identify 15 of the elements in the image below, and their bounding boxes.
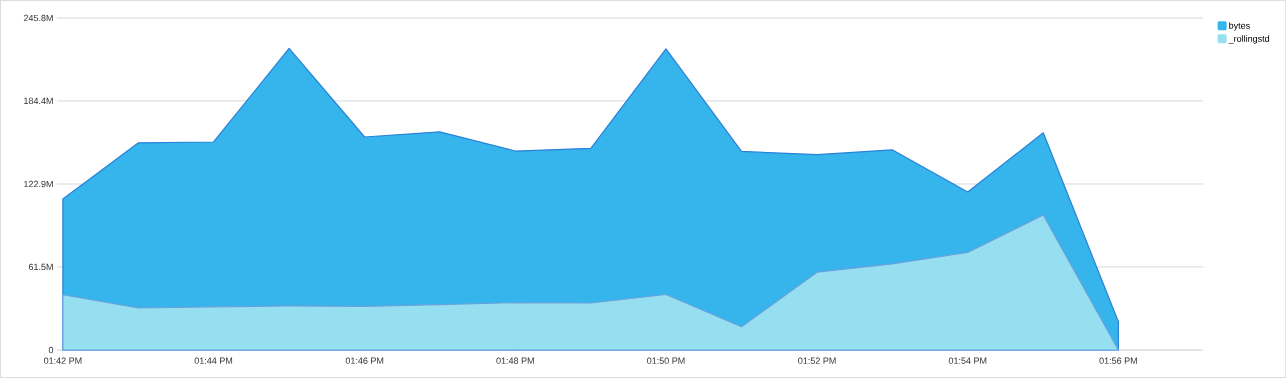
y-tick-label: 184.4M [24,97,53,105]
x-tick-label: 01:50 PM [647,357,685,364]
x-tick-label: 01:54 PM [948,357,987,364]
x-tick-label: 01:52 PM [798,357,836,364]
y-tick-label: 0 [48,346,54,354]
x-tick-label: 01:56 PM [1099,357,1137,364]
y-tick-label: 245.8M [23,14,53,22]
y-tick-label: 61.5M [28,263,53,271]
x-tick-label: 01:44 PM [194,357,233,364]
legend-label: _rollingstd [1228,35,1270,44]
x-tick-label: 01:42 PM [43,357,82,364]
x-tick-label: 01:48 PM [496,357,534,364]
legend-label: bytes [1229,22,1250,31]
x-tick-label: 01:46 PM [345,357,384,364]
y-tick-label: 122.9M [24,180,53,188]
